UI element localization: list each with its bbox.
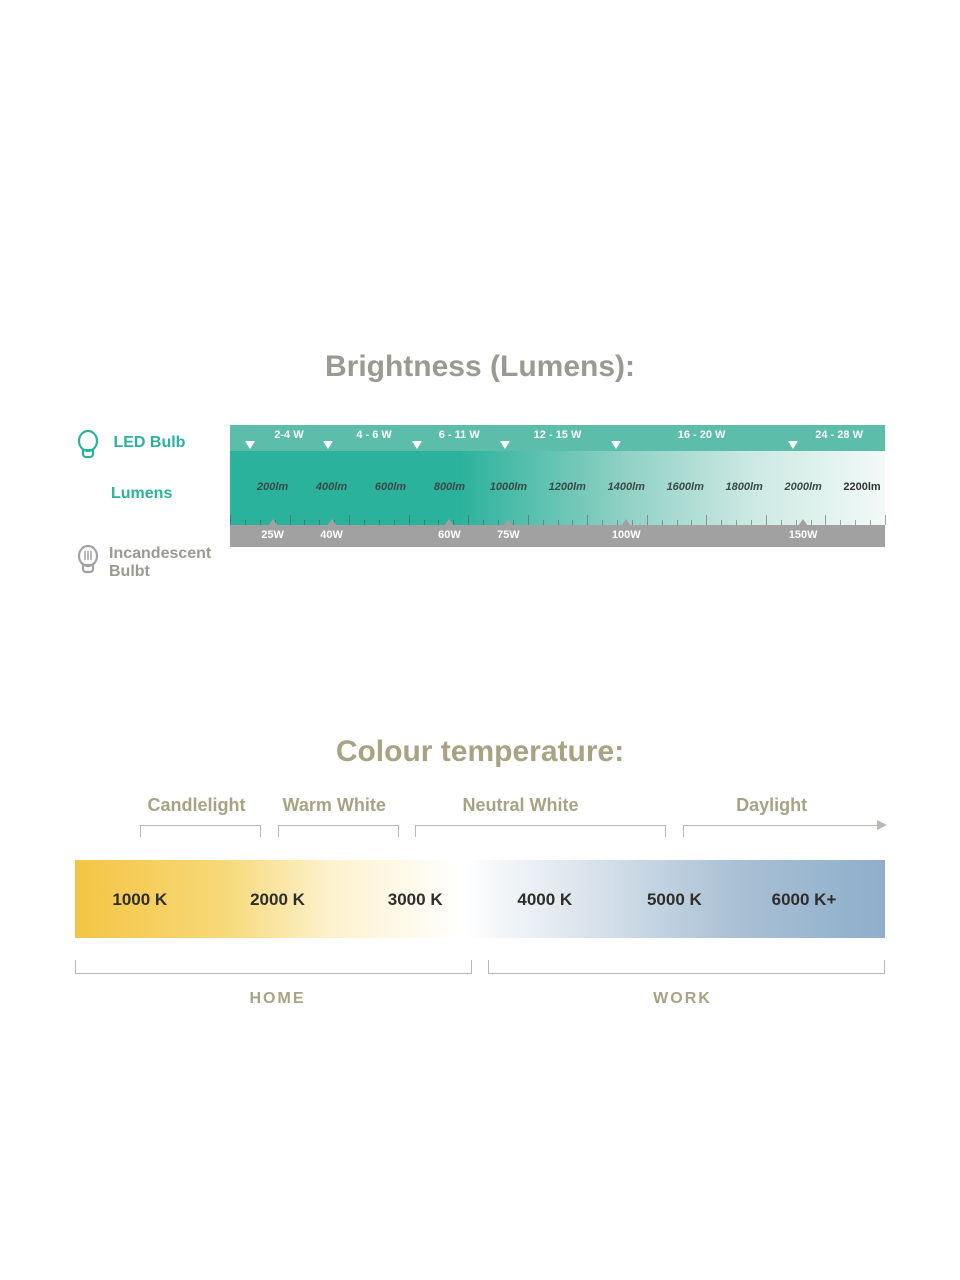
use-bracket bbox=[488, 960, 885, 974]
incandescent-label-row: Incandescent Bulbt bbox=[75, 545, 229, 582]
lumen-band: 200lm 400lm 600lm 800lm 1000lm 1200lm 1400lm 16… bbox=[230, 451, 885, 525]
category-bracket bbox=[415, 825, 666, 837]
incandescent-tick bbox=[444, 519, 454, 526]
lumen-value: 800lm bbox=[434, 481, 465, 493]
led-watt-label: 6 - 11 W bbox=[439, 429, 480, 441]
incandescent-tick bbox=[798, 519, 808, 526]
lumen-value: 400lm bbox=[316, 481, 347, 493]
led-watt-label: 24 - 28 W bbox=[815, 429, 863, 441]
led-watt-tick bbox=[788, 441, 798, 449]
led-watt-label: 2-4 W bbox=[274, 429, 303, 441]
led-watt-label: 16 - 20 W bbox=[678, 429, 726, 441]
use-label: HOME bbox=[250, 990, 306, 1008]
lumen-value: 2000lm bbox=[784, 481, 821, 493]
use-bracket bbox=[75, 960, 472, 974]
category-bracket bbox=[140, 825, 262, 837]
incandescent-tick bbox=[268, 519, 278, 526]
incandescent-watt: 60W bbox=[438, 529, 461, 541]
lumen-value: 1800lm bbox=[726, 481, 763, 493]
led-watt-label: 12 - 15 W bbox=[534, 429, 582, 441]
led-bulb-icon bbox=[75, 430, 101, 465]
led-bulb-label-row: LED Bulb bbox=[75, 430, 185, 465]
kelvin-value: 4000 K bbox=[517, 890, 572, 910]
incandescent-watt: 75W bbox=[497, 529, 520, 541]
incandescent-tick bbox=[621, 519, 631, 526]
brightness-title: Brightness (Lumens): bbox=[0, 350, 960, 384]
led-watt-strip: 2-4 W 4 - 6 W 6 - 11 W 12 - 15 W 16 - 20 W 24… bbox=[230, 425, 885, 451]
led-watt-tick bbox=[245, 441, 255, 449]
colour-category: Warm White bbox=[283, 795, 386, 816]
category-brackets bbox=[75, 825, 885, 841]
incandescent-watt: 25W bbox=[261, 529, 284, 541]
incandescent-tick bbox=[503, 519, 513, 526]
lumens-label: Lumens bbox=[111, 485, 172, 503]
category-bracket bbox=[278, 825, 400, 837]
lumen-value: 600lm bbox=[375, 481, 406, 493]
incandescent-strip: 25W 40W 60W 75W 100W 150W bbox=[230, 525, 885, 547]
colour-category: Neutral White bbox=[462, 795, 578, 816]
led-watt-label: 4 - 6 W bbox=[356, 429, 391, 441]
kelvin-value: 5000 K bbox=[647, 890, 702, 910]
category-labels: Candlelight Warm White Neutral White Daylig… bbox=[75, 795, 885, 819]
colour-title: Colour temperature: bbox=[0, 735, 960, 769]
colour-category: Candlelight bbox=[148, 795, 246, 816]
use-brackets bbox=[75, 960, 885, 976]
lumen-value: 200lm bbox=[257, 481, 288, 493]
led-watt-tick bbox=[412, 441, 422, 449]
use-label: WORK bbox=[653, 990, 712, 1008]
incandescent-watt: 150W bbox=[789, 529, 818, 541]
led-watt-tick bbox=[323, 441, 333, 449]
lumen-value: 1400lm bbox=[608, 481, 645, 493]
incandescent-tick bbox=[327, 519, 337, 526]
incandescent-label: Incandescent Bulbt bbox=[109, 545, 229, 582]
lumen-value: 1600lm bbox=[667, 481, 704, 493]
colour-category: Daylight bbox=[736, 795, 807, 816]
kelvin-value: 2000 K bbox=[250, 890, 305, 910]
led-watt-tick bbox=[500, 441, 510, 449]
incandescent-watt: 40W bbox=[320, 529, 343, 541]
incandescent-watt: 100W bbox=[612, 529, 641, 541]
kelvin-band: 1000 K 2000 K 3000 K 4000 K 5000 K 6000 K+ bbox=[75, 860, 885, 938]
kelvin-value: 1000 K bbox=[112, 890, 167, 910]
lumen-value: 2200lm bbox=[843, 481, 880, 493]
incandescent-bulb-icon bbox=[75, 545, 101, 580]
lumen-value: 1200lm bbox=[549, 481, 586, 493]
kelvin-value: 6000 K+ bbox=[772, 890, 837, 910]
lumen-value: 1000lm bbox=[490, 481, 527, 493]
led-watt-tick bbox=[611, 441, 621, 449]
brightness-chart: 2-4 W 4 - 6 W 6 - 11 W 12 - 15 W 16 - 20 W 24… bbox=[230, 425, 885, 575]
category-bracket bbox=[683, 825, 877, 837]
led-bulb-label: LED Bulb bbox=[113, 434, 185, 451]
kelvin-value: 3000 K bbox=[388, 890, 443, 910]
